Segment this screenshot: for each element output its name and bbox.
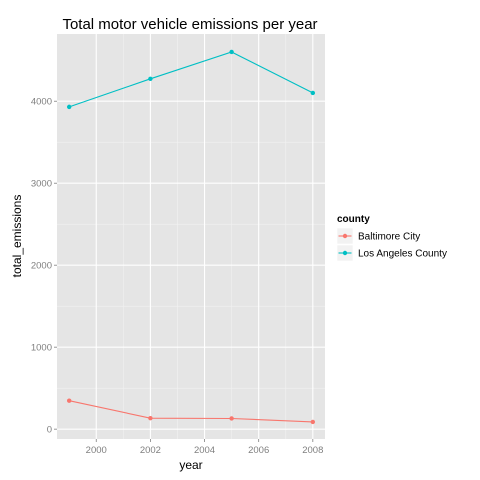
x-tick-label: 2000 [86,445,107,456]
series-line [69,51,314,108]
legend-item: Los Angeles County [336,244,447,262]
data-point [148,76,153,81]
data-point [229,49,234,55]
data-point [148,415,153,421]
data-point [229,416,234,421]
legend-label: Los Angeles County [358,249,447,260]
data-point [66,104,72,110]
y-tick-label: 2000 [31,261,52,272]
y-axis-title: total_emissions [10,195,24,278]
y-tick-label: 0 [47,425,52,436]
y-axis-ticks: 0 1000 2000 3000 4000 [31,97,57,436]
y-tick-label: 4000 [31,97,52,108]
legend-item: Baltimore City [336,227,420,245]
series-baltimore-city [66,398,316,425]
legend-items: Baltimore City Los Angeles County [336,227,447,262]
x-tick-label: 2002 [140,445,161,456]
series-layer [66,49,316,425]
data-point [310,419,316,425]
x-axis-ticks: 2000 2002 2004 2006 2008 [86,439,323,456]
plot-panel [57,34,325,439]
legend-title: county [337,214,370,225]
legend-key-point [342,233,348,239]
data-point [310,90,316,96]
x-tick-label: 2008 [302,445,323,456]
x-tick-label: 2006 [248,445,269,456]
x-axis-title: year [179,458,202,472]
series-los-angeles-county [66,49,316,110]
major-gridlines [57,34,325,439]
chart-title: Total motor vehicle emissions per year [62,16,317,33]
y-tick-label: 1000 [31,343,52,354]
y-tick-label: 3000 [31,179,52,190]
legend-label: Baltimore City [358,232,420,243]
series-line [69,400,313,423]
data-point [66,398,72,403]
x-tick-label: 2004 [194,445,215,456]
legend-key-point [342,250,348,256]
legend: county Baltimore City Los Angeles County [336,214,447,262]
